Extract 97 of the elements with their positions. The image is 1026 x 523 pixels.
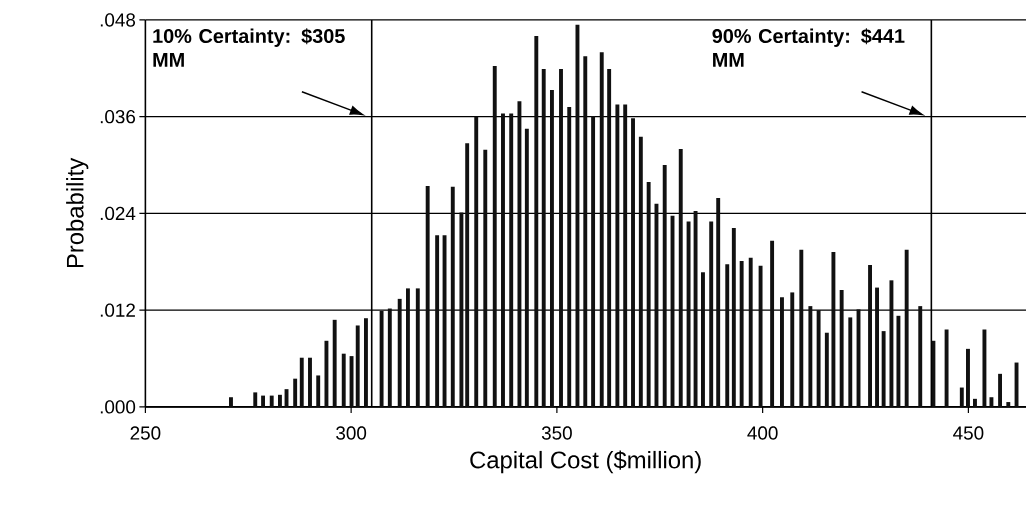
bar — [631, 118, 635, 408]
bar — [816, 310, 821, 408]
bar — [517, 101, 522, 408]
bar — [387, 308, 392, 408]
bar — [973, 399, 977, 408]
bar — [638, 137, 643, 408]
bar — [725, 264, 730, 408]
y-tick-label: .036 — [100, 110, 136, 124]
bar — [693, 211, 698, 408]
bar — [904, 249, 909, 408]
bar — [509, 113, 514, 408]
x-tick-label: 350 — [541, 426, 572, 440]
bar — [299, 357, 304, 408]
bar — [731, 228, 736, 408]
bar — [998, 374, 1003, 408]
bar — [989, 397, 994, 408]
bar — [492, 66, 497, 408]
bar — [349, 356, 354, 408]
y-tick-label: .024 — [100, 206, 136, 221]
x-tick-label: 300 — [336, 426, 367, 440]
bar — [839, 290, 844, 408]
bar — [559, 69, 563, 408]
y-axis-title: Probability — [66, 158, 89, 268]
bar — [944, 329, 949, 408]
bar — [808, 306, 813, 408]
bar — [541, 69, 546, 408]
bar — [982, 329, 987, 408]
bar — [316, 375, 321, 408]
bar — [293, 378, 298, 408]
bar — [790, 292, 795, 408]
bar — [615, 104, 620, 408]
ref-line-label: 10% Certainty: $305 MM — [153, 28, 345, 67]
x-tick-label: 400 — [747, 426, 778, 440]
bar — [459, 212, 464, 408]
bar — [966, 349, 970, 408]
bar — [474, 116, 479, 408]
bar — [397, 299, 402, 408]
bar — [599, 52, 604, 408]
bar — [868, 265, 872, 408]
bar — [483, 149, 488, 408]
bar — [758, 266, 763, 408]
x-tick-label: 450 — [953, 426, 984, 440]
bar — [686, 221, 691, 408]
bar — [701, 272, 705, 408]
bar — [709, 221, 714, 408]
bar — [341, 353, 346, 408]
bar — [591, 116, 596, 408]
bar — [524, 128, 529, 408]
bar — [534, 36, 539, 408]
bar — [277, 395, 282, 408]
bar — [415, 288, 420, 408]
bar — [405, 288, 410, 408]
bar — [875, 287, 879, 408]
bar — [363, 318, 368, 408]
bar — [739, 261, 744, 408]
bar — [799, 249, 804, 408]
bar — [770, 241, 775, 408]
bar — [379, 311, 384, 408]
bar — [848, 317, 853, 408]
bar — [501, 113, 505, 408]
bar — [646, 182, 651, 408]
bar — [465, 143, 470, 408]
bar — [324, 340, 329, 408]
bar — [269, 395, 274, 408]
bar — [881, 331, 886, 408]
bar — [607, 69, 612, 408]
bar — [831, 252, 836, 408]
bar — [355, 325, 360, 408]
ref-line-label: 90% Certainty: $441 MM — [712, 28, 905, 67]
bar — [425, 186, 430, 408]
bar — [1006, 402, 1011, 408]
bar — [748, 257, 753, 408]
bar — [253, 392, 258, 408]
bar — [332, 320, 337, 408]
bar — [824, 332, 829, 408]
bar — [450, 187, 455, 408]
bar — [918, 306, 923, 408]
bar — [678, 149, 683, 408]
bar — [308, 357, 312, 408]
bar — [549, 90, 554, 408]
bar — [229, 397, 233, 408]
x-tick-label: 250 — [130, 426, 161, 440]
bar — [889, 280, 894, 408]
bar — [959, 387, 964, 408]
bar — [435, 235, 440, 408]
bar — [623, 104, 628, 408]
bar — [716, 198, 721, 408]
bar — [583, 56, 588, 408]
y-tick-label: .012 — [100, 303, 135, 318]
bar — [662, 165, 667, 408]
y-tick-label: .048 — [100, 13, 136, 27]
bar — [780, 297, 784, 408]
bar — [896, 316, 901, 408]
bar — [261, 395, 266, 408]
bar — [567, 107, 572, 408]
x-axis-title: Capital Cost ($million) — [470, 450, 701, 474]
y-tick-label: .000 — [100, 400, 136, 414]
